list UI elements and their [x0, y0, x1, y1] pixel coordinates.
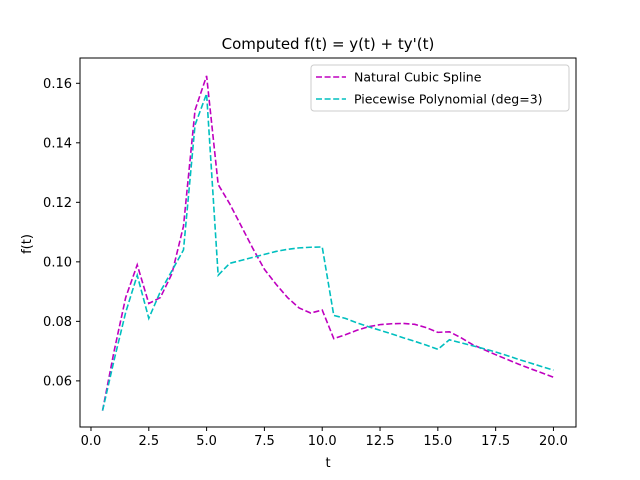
y-axis-ticks: 0.06 0.08 0.10 0.12 0.14 0.16 — [43, 77, 80, 389]
plot-frame — [79, 57, 577, 428]
x-tick-label: 17.5 — [481, 434, 510, 449]
y-tick-label: 0.06 — [43, 374, 72, 389]
y-tick-label: 0.12 — [43, 196, 72, 211]
x-tick-label: 5.0 — [196, 434, 217, 449]
y-tick-label: 0.16 — [43, 77, 72, 92]
x-tick-label: 0.0 — [81, 434, 102, 449]
y-tick-label: 0.10 — [43, 255, 72, 270]
y-axis-label: f(t) — [20, 234, 35, 254]
y-tick-label: 0.08 — [43, 315, 72, 330]
legend: Natural Cubic Spline Piecewise Polynomial… — [310, 64, 570, 112]
x-tick-label: 10.0 — [308, 434, 337, 449]
chart-title: Computed f(t) = y(t) + ty'(t) — [222, 35, 435, 53]
x-axis-label: t — [325, 456, 330, 471]
x-tick-label: 12.5 — [366, 434, 395, 449]
series-lines — [101, 75, 554, 411]
legend-label-2: Piecewise Polynomial (deg=3) — [354, 92, 543, 107]
series-line-2 — [101, 93, 554, 411]
legend-box — [310, 64, 570, 112]
legend-label-1: Natural Cubic Spline — [354, 70, 482, 85]
x-axis-ticks: 0.0 2.5 5.0 7.5 10.0 12.5 15.0 17.5 20.0 — [81, 427, 568, 449]
x-tick-label: 20.0 — [539, 434, 568, 449]
y-tick-label: 0.14 — [43, 136, 72, 151]
x-tick-label: 2.5 — [138, 434, 159, 449]
x-tick-label: 7.5 — [254, 434, 275, 449]
x-tick-label: 15.0 — [423, 434, 452, 449]
series-line-1 — [101, 75, 554, 411]
